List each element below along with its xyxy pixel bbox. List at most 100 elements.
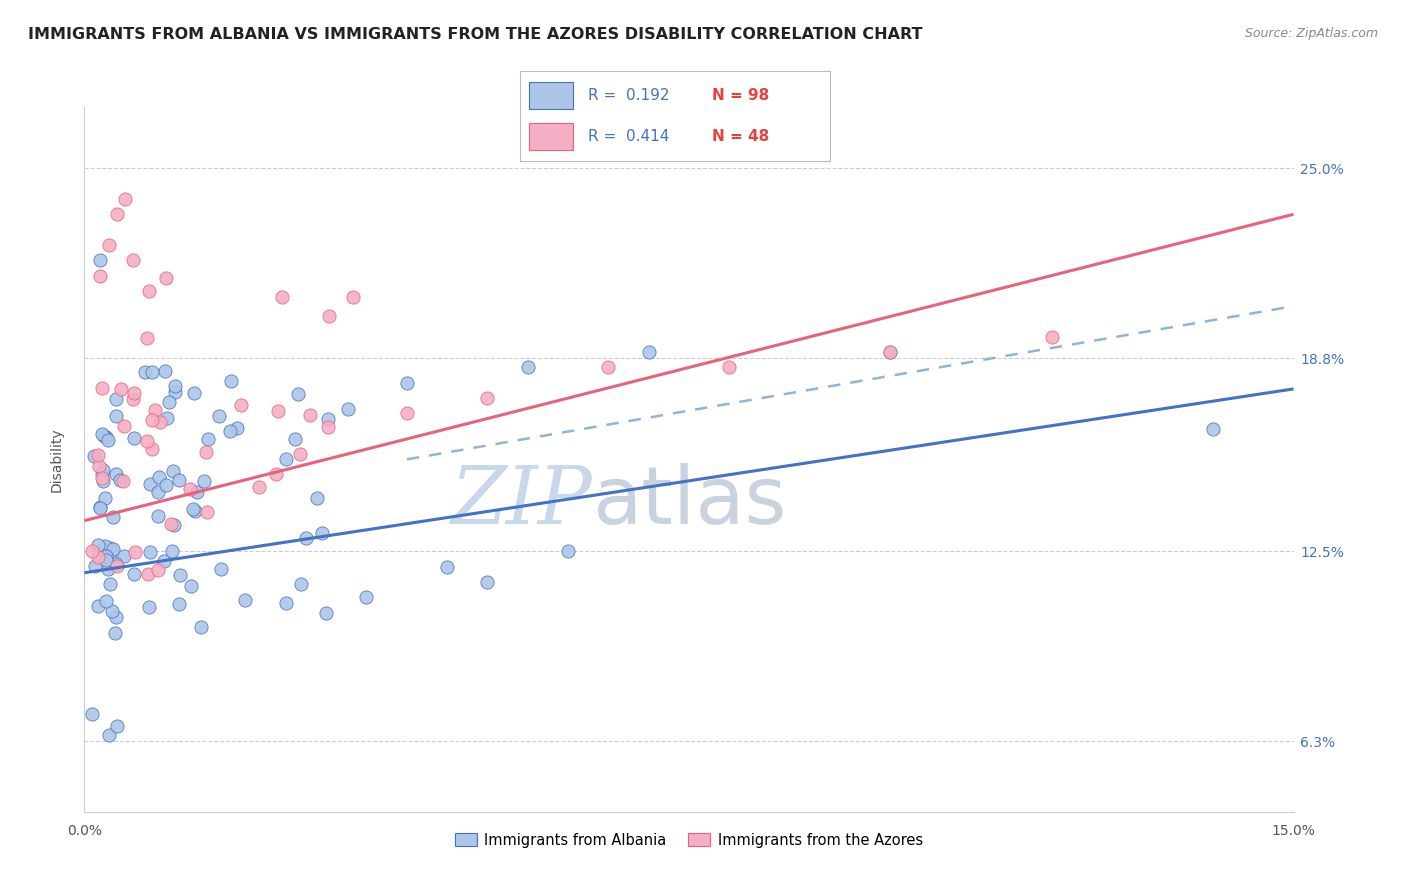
Point [298, 409, 321, 423]
Point [180, 579, 202, 593]
Text: atlas: atlas [592, 463, 786, 541]
Point [167, 597, 190, 611]
Point [247, 480, 270, 494]
Point [112, 549, 135, 563]
Point [89, 500, 111, 515]
Point [155, 410, 177, 425]
Point [288, 447, 311, 461]
Point [96, 549, 118, 563]
Point [94, 553, 117, 567]
Point [82, 706, 104, 721]
Point [879, 345, 901, 359]
Point [148, 563, 170, 577]
Point [94, 430, 117, 444]
Point [436, 559, 458, 574]
Point [356, 591, 378, 605]
Point [97, 728, 120, 742]
Point [181, 501, 204, 516]
Text: R =  0.192: R = 0.192 [588, 88, 669, 103]
Point [97, 561, 120, 575]
Point [94, 491, 117, 505]
Point [97, 238, 120, 252]
Point [134, 365, 156, 379]
Point [103, 625, 125, 640]
Point [169, 567, 191, 582]
Point [139, 477, 162, 491]
Point [225, 421, 247, 435]
Point [295, 531, 318, 545]
Point [290, 576, 312, 591]
Point [98, 541, 121, 555]
Point [477, 391, 499, 405]
Point [167, 473, 190, 487]
Point [108, 473, 131, 487]
FancyBboxPatch shape [530, 82, 572, 109]
Text: ZIP: ZIP [450, 463, 592, 541]
Point [141, 442, 163, 456]
Point [163, 385, 186, 400]
Point [219, 424, 242, 438]
Point [284, 433, 307, 447]
Point [93, 463, 115, 477]
Legend: Immigrants from Albania, Immigrants from the Azores: Immigrants from Albania, Immigrants from… [450, 827, 928, 854]
Point [104, 558, 127, 572]
Point [271, 290, 294, 304]
Text: IMMIGRANTS FROM ALBANIA VS IMMIGRANTS FROM THE AZORES DISABILITY CORRELATION CHA: IMMIGRANTS FROM ALBANIA VS IMMIGRANTS FR… [28, 27, 922, 42]
Point [101, 510, 124, 524]
Point [141, 365, 163, 379]
Point [179, 482, 201, 496]
Point [124, 430, 146, 444]
Point [208, 409, 231, 424]
Point [209, 562, 232, 576]
Point [105, 207, 128, 221]
Point [91, 470, 114, 484]
Point [718, 360, 741, 375]
Point [110, 382, 132, 396]
Point [287, 387, 309, 401]
Point [136, 567, 159, 582]
Point [149, 415, 172, 429]
Point [97, 433, 120, 447]
Point [89, 268, 111, 283]
Point [104, 409, 127, 424]
Point [98, 577, 121, 591]
Point [96, 594, 118, 608]
Point [879, 345, 901, 359]
Point [90, 467, 112, 481]
Point [160, 516, 183, 531]
Point [477, 574, 499, 589]
Point [1040, 330, 1063, 344]
Point [112, 419, 135, 434]
Text: Source: ZipAtlas.com: Source: ZipAtlas.com [1244, 27, 1378, 40]
Point [87, 458, 110, 473]
Point [146, 485, 169, 500]
Point [194, 445, 217, 459]
Point [337, 402, 360, 417]
Point [153, 363, 176, 377]
Point [104, 392, 127, 407]
Point [104, 558, 127, 572]
Point [231, 398, 253, 412]
Point [101, 541, 124, 556]
Point [311, 525, 333, 540]
Point [83, 450, 105, 464]
Point [84, 558, 107, 573]
Point [1202, 422, 1225, 436]
Point [87, 599, 110, 614]
Point [121, 253, 143, 268]
Point [307, 491, 329, 505]
Point [122, 386, 145, 401]
Point [91, 474, 114, 488]
Point [124, 545, 146, 559]
Point [190, 620, 212, 634]
Point [122, 566, 145, 581]
Point [318, 309, 340, 323]
Point [195, 505, 218, 519]
Point [94, 539, 117, 553]
Text: R =  0.414: R = 0.414 [588, 129, 669, 144]
Point [148, 470, 170, 484]
Point [315, 606, 337, 620]
Point [141, 413, 163, 427]
Point [274, 452, 297, 467]
Point [143, 403, 166, 417]
